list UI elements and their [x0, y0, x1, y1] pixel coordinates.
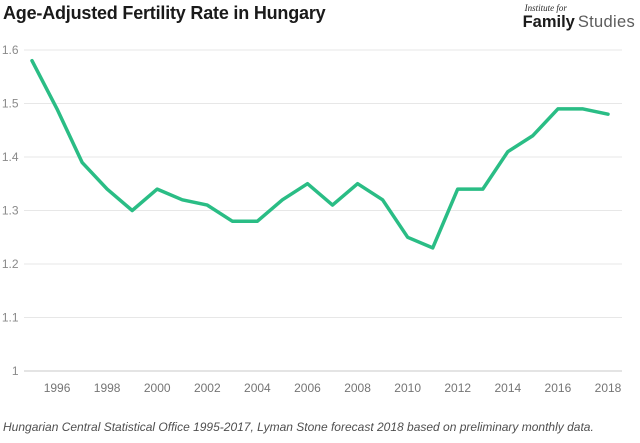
- x-tick-label: 2000: [144, 381, 171, 395]
- x-tick-label: 2016: [545, 381, 572, 395]
- ifs-logo-wordmark: Family Studies: [523, 14, 635, 31]
- y-tick-label: 1.4: [2, 150, 19, 164]
- y-tick-label: 1.5: [2, 97, 19, 111]
- x-tick-label: 2008: [344, 381, 371, 395]
- x-tick-label: 2002: [194, 381, 221, 395]
- ifs-logo-institute-for: Institute for: [524, 3, 567, 13]
- x-tick-label: 1998: [94, 381, 121, 395]
- x-tick-label: 2012: [444, 381, 471, 395]
- x-tick-label: 2014: [494, 381, 521, 395]
- source-note: Hungarian Central Statistical Office 199…: [3, 420, 594, 434]
- y-tick-label: 1: [12, 364, 19, 378]
- x-tick-label: 2004: [244, 381, 271, 395]
- x-tick-label: 2010: [394, 381, 421, 395]
- y-tick-label: 1.6: [2, 43, 19, 57]
- x-tick-label: 2018: [595, 381, 622, 395]
- page-title: Age-Adjusted Fertility Rate in Hungary: [3, 3, 326, 23]
- y-tick-label: 1.2: [2, 257, 19, 271]
- ifs-logo-family: Family: [522, 13, 575, 31]
- ifs-logo: Institute for Family Studies: [523, 2, 635, 31]
- y-tick-label: 1.1: [2, 311, 19, 325]
- ifs-logo-studies: Studies: [577, 13, 635, 31]
- y-tick-label: 1.3: [2, 204, 19, 218]
- x-tick-label: 1996: [44, 381, 71, 395]
- fertility-rate-line: [30, 58, 610, 250]
- x-tick-label: 2006: [294, 381, 321, 395]
